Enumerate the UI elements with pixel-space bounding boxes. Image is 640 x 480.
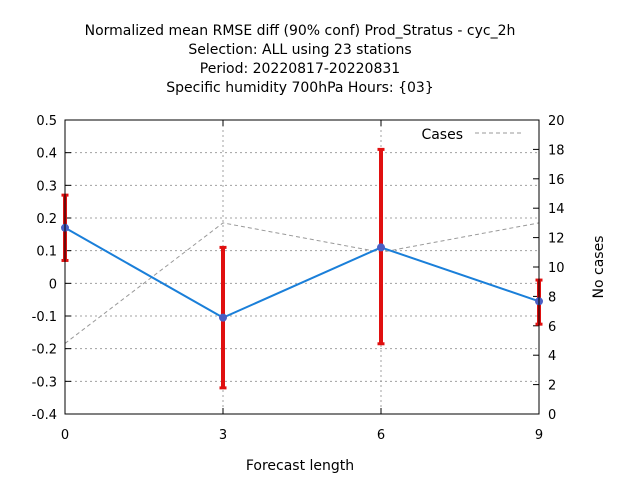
y2-tick-label: 2 [548,379,556,394]
title-line-1: Normalized mean RMSE diff (90% conf) Pro… [85,23,516,39]
y2-tick-label: 4 [548,349,556,364]
chart-title: Normalized mean RMSE diff (90% conf) Pro… [85,23,516,96]
rmse-series [61,147,543,390]
y-tick-label: -0.2 [32,343,57,358]
title-line-4: Specific humidity 700hPa Hours: {03} [166,80,433,96]
y-tick-label: 0.4 [36,147,57,162]
rmse-line [64,226,540,319]
y2-tick-label: 8 [548,290,556,305]
title-line-2: Selection: ALL using 23 stations [188,42,411,58]
y-tick-label: 0.3 [36,179,57,194]
y-tick-label: -0.4 [32,408,57,423]
cases-line [64,222,540,344]
y-tick-label: 0.1 [36,245,57,260]
plot-frame [64,119,540,415]
y2-tick-label: 16 [548,173,565,188]
y2-tick-label: 10 [548,261,565,276]
x-tick-label: 9 [535,428,543,443]
legend: Cases [421,127,522,143]
legend-label-cases: Cases [421,127,463,143]
y2-tick-label: 12 [548,232,565,247]
y2-tick-label: 0 [548,408,556,423]
y2-tick-label: 14 [548,202,565,217]
y2-tick-label: 20 [548,114,565,129]
x-tick-label: 6 [377,428,385,443]
y-tick-label: -0.3 [32,375,57,390]
y2-tick-label: 18 [548,143,565,158]
y2-tick-label: 6 [548,320,556,335]
grid [65,120,539,414]
data-point [219,313,227,322]
title-line-3: Period: 20220817-20220831 [200,61,400,77]
y2-axis-label: No cases [591,236,607,299]
y-axis-ticks: -0.4 -0.3 -0.2 -0.1 0 0.1 0.2 0.3 0.4 0.5 [32,114,71,423]
x-axis-label: Forecast length [246,458,354,474]
y-tick-label: -0.1 [32,310,57,325]
y-tick-label: 0.2 [36,212,57,227]
x-tick-label: 0 [61,428,69,443]
y-tick-label: 0 [49,277,57,292]
cases-series [64,222,540,344]
data-point [377,243,385,252]
x-tick-label: 3 [219,428,227,443]
y2-axis-ticks: 0 2 4 6 8 10 12 14 16 18 20 [533,114,565,423]
y-tick-label: 0.5 [36,114,57,129]
